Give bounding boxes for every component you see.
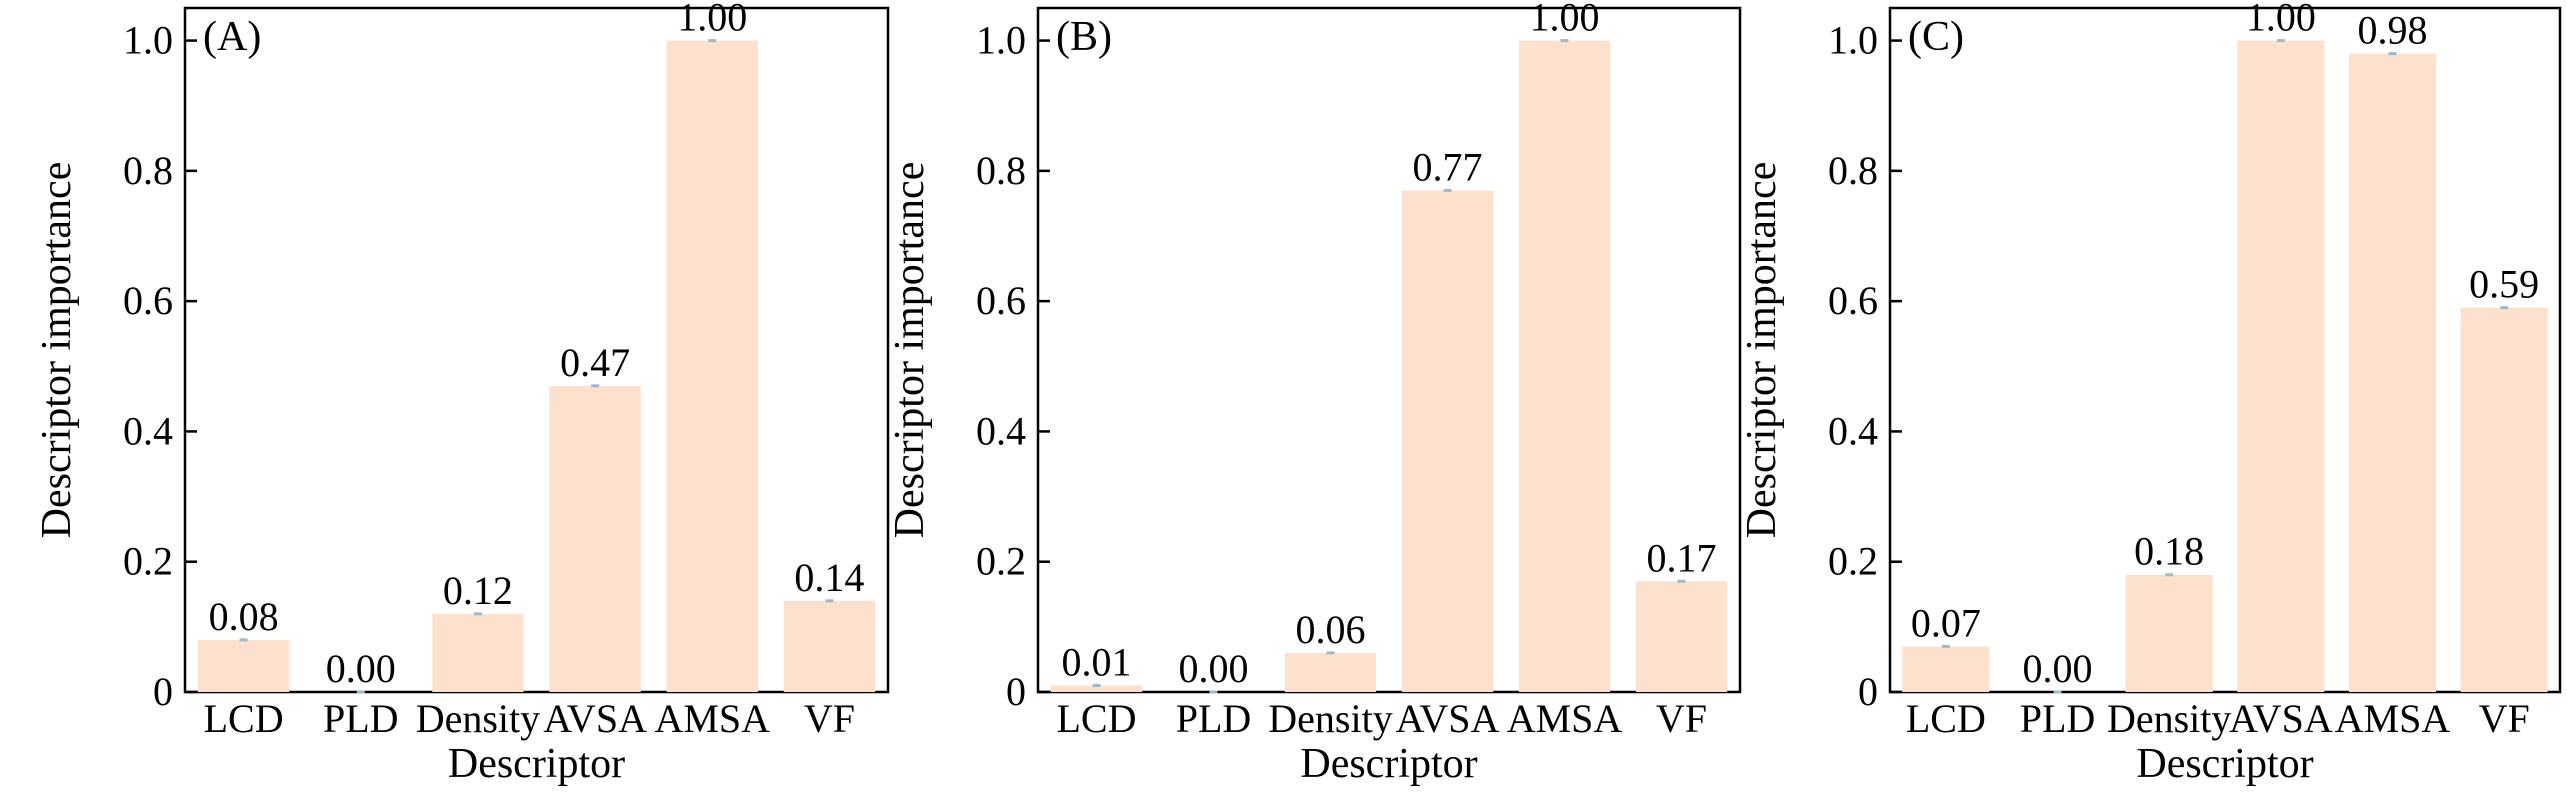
- data-label: 0.47: [560, 340, 630, 385]
- bar-vf: [783, 600, 876, 692]
- x-tick-label: AVSA: [1396, 696, 1500, 741]
- y-tick-label: 0: [1858, 669, 1878, 714]
- chart-panel-3: 0.07LCD0.00PLD0.18Density1.00AVSA0.98AMS…: [1739, 0, 2562, 787]
- x-tick-label: AMSA: [2335, 696, 2451, 741]
- data-label: 0.01: [1062, 639, 1132, 684]
- plot-frame: [183, 6, 890, 694]
- x-axis-title: Descriptor: [1300, 741, 1477, 787]
- data-label: 0.59: [2469, 262, 2539, 307]
- data-label: 0.08: [209, 594, 279, 639]
- x-tick-label: PLD: [1176, 696, 1252, 741]
- chart-panel-2: 0.01LCD0.00PLD0.06Density0.77AVSA1.00AMS…: [887, 0, 1742, 787]
- y-tick-label: 0: [153, 669, 173, 714]
- bar-lcd: [1050, 685, 1143, 692]
- bar-lcd: [197, 639, 290, 692]
- bar-density: [2125, 574, 2213, 692]
- plot-frame: [1036, 6, 1742, 694]
- y-tick-label: 0.8: [1828, 148, 1878, 193]
- chart-panel-1: 0.08LCD0.00PLD0.12Density0.47AVSA1.00AMS…: [34, 0, 890, 787]
- y-tick-label: 0.4: [1828, 408, 1878, 453]
- bar-avsa: [2237, 40, 2325, 693]
- x-tick-label: LCD: [1906, 696, 1986, 741]
- x-tick-label: LCD: [204, 696, 284, 741]
- y-tick-label: 1.0: [976, 18, 1026, 63]
- bar-lcd: [1902, 646, 1990, 692]
- y-tick-label: 1.0: [1828, 18, 1878, 63]
- data-label: 0.18: [2134, 529, 2204, 574]
- data-label: 0.12: [443, 568, 513, 613]
- x-tick-label: AVSA: [2229, 696, 2333, 741]
- bar-amsa: [1518, 40, 1611, 693]
- y-tick-label: 0: [1006, 669, 1026, 714]
- bar-amsa: [666, 40, 758, 693]
- data-label: 0.06: [1296, 607, 1366, 652]
- data-label: 0.07: [1911, 600, 1981, 645]
- x-tick-label: AVSA: [543, 696, 647, 741]
- y-tick-label: 0.4: [976, 408, 1026, 453]
- panel-label: (C): [1908, 14, 1964, 60]
- data-label: 1.00: [2246, 0, 2316, 40]
- data-label: 0.00: [326, 646, 396, 691]
- bar-density: [432, 613, 524, 692]
- x-tick-label: PLD: [2020, 696, 2096, 741]
- y-tick-label: 0.4: [123, 408, 173, 453]
- x-tick-label: Density: [2107, 696, 2231, 741]
- bar-avsa: [549, 385, 641, 692]
- y-tick-label: 0.6: [976, 278, 1026, 323]
- data-label: 0.17: [1647, 535, 1717, 580]
- y-tick-label: 0.2: [123, 539, 173, 584]
- bar-avsa: [1401, 190, 1494, 692]
- bar-vf: [2460, 307, 2548, 692]
- y-axis-title: Descriptor importance: [34, 162, 80, 539]
- data-label: 0.14: [794, 555, 864, 600]
- data-label: 0.00: [2023, 646, 2093, 691]
- y-tick-label: 0.6: [1828, 278, 1878, 323]
- x-tick-label: VF: [804, 696, 855, 741]
- panel-label: (B): [1056, 14, 1112, 60]
- x-tick-label: AMSA: [654, 696, 770, 741]
- x-tick-label: AMSA: [1507, 696, 1623, 741]
- plot-frame: [1888, 6, 2562, 694]
- y-tick-label: 0.2: [1828, 539, 1878, 584]
- bar-amsa: [2348, 53, 2437, 693]
- x-tick-label: VF: [2479, 696, 2530, 741]
- x-axis-title: Descriptor: [448, 741, 625, 787]
- data-label: 0.77: [1413, 144, 1483, 189]
- x-tick-label: LCD: [1057, 696, 1137, 741]
- bar-vf: [1635, 581, 1728, 692]
- y-axis-title: Descriptor importance: [1739, 162, 1785, 539]
- x-tick-label: Density: [416, 696, 540, 741]
- y-tick-label: 0.8: [123, 148, 173, 193]
- x-tick-label: Density: [1268, 696, 1392, 741]
- y-axis-title: Descriptor importance: [887, 162, 933, 539]
- x-tick-label: VF: [1656, 696, 1707, 741]
- y-tick-label: 0.6: [123, 278, 173, 323]
- data-label: 0.00: [1179, 646, 1249, 691]
- bar-density: [1284, 652, 1377, 692]
- data-label: 1.00: [677, 0, 747, 40]
- y-tick-label: 0.8: [976, 148, 1026, 193]
- panel-label: (A): [203, 14, 261, 60]
- x-tick-label: PLD: [323, 696, 399, 741]
- y-tick-label: 1.0: [123, 18, 173, 63]
- y-tick-label: 0.2: [976, 539, 1026, 584]
- data-label: 0.98: [2358, 8, 2428, 53]
- x-axis-title: Descriptor: [2136, 741, 2313, 787]
- data-label: 1.00: [1530, 0, 1600, 40]
